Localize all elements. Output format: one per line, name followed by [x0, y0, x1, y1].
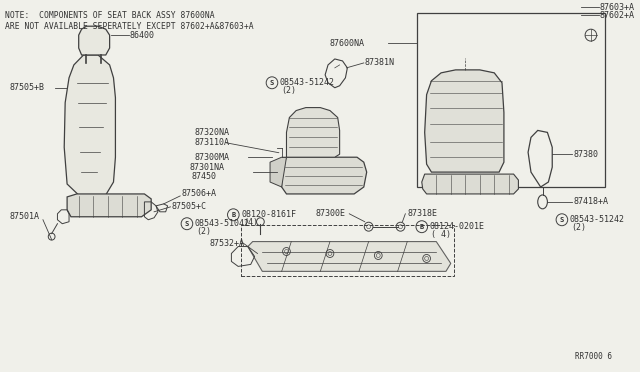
Text: 87300E: 87300E	[316, 209, 346, 218]
Text: 08124-0201E: 08124-0201E	[429, 222, 484, 231]
Text: 87380: 87380	[573, 150, 598, 159]
Text: 873110A: 873110A	[195, 138, 230, 147]
Text: B: B	[420, 224, 424, 230]
Text: S: S	[560, 217, 564, 223]
Text: 87418+A: 87418+A	[573, 198, 609, 206]
Text: ( 4): ( 4)	[431, 230, 451, 239]
Text: 87501A: 87501A	[9, 212, 39, 221]
Text: 87603+A: 87603+A	[600, 3, 635, 12]
Text: 86400: 86400	[130, 31, 155, 40]
Text: 08543-51042: 08543-51042	[195, 219, 250, 228]
Text: NOTE:  COMPONENTS OF SEAT BACK ASSY 87600NA: NOTE: COMPONENTS OF SEAT BACK ASSY 87600…	[5, 11, 215, 20]
Text: B: B	[231, 212, 236, 218]
Polygon shape	[287, 108, 340, 157]
Text: 08543-51242: 08543-51242	[570, 215, 625, 224]
Text: 87532+A: 87532+A	[209, 239, 244, 248]
Polygon shape	[270, 157, 287, 187]
FancyBboxPatch shape	[417, 13, 605, 187]
Text: 87602+A: 87602+A	[600, 11, 635, 20]
Text: S: S	[185, 221, 189, 227]
Text: 87300MA: 87300MA	[195, 153, 230, 162]
Text: ARE NOT AVAILABLE SEPERATELY EXCEPT 87602+A&87603+A: ARE NOT AVAILABLE SEPERATELY EXCEPT 8760…	[5, 22, 254, 31]
Polygon shape	[248, 241, 451, 271]
Text: 87450: 87450	[192, 171, 217, 180]
Polygon shape	[64, 55, 115, 197]
Text: (2): (2)	[282, 86, 297, 95]
Polygon shape	[67, 194, 151, 217]
Polygon shape	[422, 174, 518, 194]
Text: 87320NA: 87320NA	[195, 128, 230, 137]
Text: 08120-8161F: 08120-8161F	[241, 210, 296, 219]
Text: 87318E: 87318E	[407, 209, 437, 218]
Text: 87600NA: 87600NA	[330, 39, 365, 48]
Text: RR7000 6: RR7000 6	[575, 352, 612, 361]
Polygon shape	[425, 70, 504, 172]
Text: 08543-51242: 08543-51242	[280, 78, 335, 87]
Text: 87506+A: 87506+A	[181, 189, 216, 198]
Text: 87381N: 87381N	[365, 58, 395, 67]
Text: (2): (2)	[572, 223, 587, 232]
Text: S: S	[270, 80, 274, 86]
Text: 87505+C: 87505+C	[172, 202, 207, 211]
Text: (2): (2)	[196, 227, 212, 236]
Polygon shape	[282, 157, 367, 194]
Text: (4): (4)	[243, 218, 258, 227]
Text: 87505+B: 87505+B	[9, 83, 44, 92]
Text: 87301NA: 87301NA	[190, 163, 225, 171]
Polygon shape	[79, 26, 109, 55]
